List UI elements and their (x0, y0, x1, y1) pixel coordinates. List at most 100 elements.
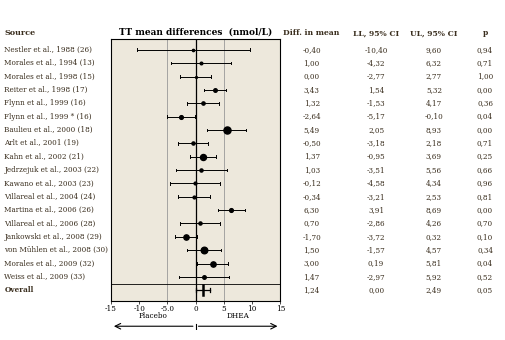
Text: 0,32: 0,32 (426, 233, 442, 241)
Text: 6,32: 6,32 (426, 59, 442, 67)
Text: Jankowski et al., 2008 (29): Jankowski et al., 2008 (29) (5, 233, 102, 241)
Text: 5,81: 5,81 (426, 259, 442, 268)
Text: 0,94: 0,94 (477, 46, 493, 54)
Text: -0,10: -0,10 (425, 113, 443, 121)
Text: 2,53: 2,53 (426, 193, 442, 201)
Text: Baulieu et al., 2000 (18): Baulieu et al., 2000 (18) (5, 126, 93, 134)
Text: 8,93: 8,93 (426, 126, 442, 134)
Text: -1,53: -1,53 (367, 99, 385, 107)
Text: Villareal et al., 2006 (28): Villareal et al., 2006 (28) (5, 219, 96, 227)
Text: UL, 95% CI: UL, 95% CI (410, 29, 458, 37)
Text: Martina et al., 2006 (26): Martina et al., 2006 (26) (5, 206, 94, 214)
Text: 1,54: 1,54 (368, 86, 384, 94)
Text: 3,43: 3,43 (304, 86, 320, 94)
Text: -5,17: -5,17 (367, 113, 385, 121)
Text: -4,58: -4,58 (367, 180, 385, 187)
Text: Villareal et al., 2004 (24): Villareal et al., 2004 (24) (5, 193, 96, 201)
Text: 5,32: 5,32 (426, 86, 442, 94)
Text: Nestler et al., 1988 (26): Nestler et al., 1988 (26) (5, 46, 92, 54)
Text: 6,30: 6,30 (304, 206, 320, 214)
Text: 8,69: 8,69 (426, 206, 442, 214)
Text: -0,50: -0,50 (302, 139, 321, 147)
Text: Source: Source (5, 29, 35, 37)
Text: -1,70: -1,70 (302, 233, 321, 241)
Text: -3,51: -3,51 (367, 166, 385, 174)
Text: LL, 95% CI: LL, 95% CI (353, 29, 399, 37)
Text: 4,26: 4,26 (426, 219, 442, 227)
Text: -2,97: -2,97 (367, 273, 385, 281)
Text: 0,05: 0,05 (477, 286, 493, 294)
Text: p: p (482, 29, 488, 37)
Text: von Mühlen et al., 2008 (30): von Mühlen et al., 2008 (30) (5, 246, 109, 254)
Text: 0,00: 0,00 (477, 86, 493, 94)
Text: -0,12: -0,12 (302, 180, 321, 187)
Text: -1,57: -1,57 (367, 246, 385, 254)
Text: -0,95: -0,95 (367, 153, 385, 160)
Text: Morales et al., 1994 (13): Morales et al., 1994 (13) (5, 59, 95, 67)
Text: 1,32: 1,32 (304, 99, 320, 107)
Text: 3,91: 3,91 (368, 206, 384, 214)
Text: 2,77: 2,77 (426, 72, 442, 81)
Text: Placebo: Placebo (139, 312, 168, 320)
Text: Diff. in mean: Diff. in mean (283, 29, 340, 37)
Text: Morales et al., 2009 (32): Morales et al., 2009 (32) (5, 259, 95, 268)
Text: 1,24: 1,24 (304, 286, 320, 294)
Text: 0,19: 0,19 (368, 259, 384, 268)
Text: 0,66: 0,66 (477, 166, 493, 174)
Text: 5,92: 5,92 (426, 273, 442, 281)
Text: Jedrzejuk et al., 2003 (22): Jedrzejuk et al., 2003 (22) (5, 166, 99, 174)
Text: Reiter et al., 1998 (17): Reiter et al., 1998 (17) (5, 86, 88, 94)
Text: 1,00: 1,00 (304, 59, 320, 67)
Text: 2,18: 2,18 (426, 139, 442, 147)
Text: 3,69: 3,69 (426, 153, 442, 160)
Text: 0,36: 0,36 (477, 99, 493, 107)
Text: 0,52: 0,52 (477, 273, 493, 281)
Text: 5,56: 5,56 (426, 166, 442, 174)
Text: 1,03: 1,03 (304, 166, 320, 174)
Text: 1,47: 1,47 (304, 273, 320, 281)
Text: DHEA: DHEA (227, 312, 249, 320)
Text: 0,04: 0,04 (477, 113, 493, 121)
Text: 1,50: 1,50 (304, 246, 320, 254)
Text: -3,72: -3,72 (367, 233, 385, 241)
Text: 0,70: 0,70 (477, 219, 493, 227)
Text: -0,34: -0,34 (302, 193, 321, 201)
Text: 0,10: 0,10 (477, 233, 493, 241)
Text: 5,49: 5,49 (304, 126, 320, 134)
Text: 0,00: 0,00 (477, 206, 493, 214)
Text: -10,40: -10,40 (365, 46, 388, 54)
Text: 0,71: 0,71 (477, 59, 493, 67)
Text: Kahn et al., 2002 (21): Kahn et al., 2002 (21) (5, 153, 84, 160)
Text: 2,05: 2,05 (368, 126, 384, 134)
Text: 4,57: 4,57 (426, 246, 442, 254)
Text: -2,77: -2,77 (367, 72, 385, 81)
Text: -2,86: -2,86 (367, 219, 385, 227)
Text: Kawano et al., 2003 (23): Kawano et al., 2003 (23) (5, 180, 94, 187)
Text: -0,40: -0,40 (302, 46, 321, 54)
Text: 0,04: 0,04 (477, 259, 493, 268)
Text: Arlt et al., 2001 (19): Arlt et al., 2001 (19) (5, 139, 79, 147)
Text: Overall: Overall (5, 286, 34, 294)
Text: Morales et al., 1998 (15): Morales et al., 1998 (15) (5, 72, 95, 81)
Text: 4,34: 4,34 (426, 180, 442, 187)
Text: -3,21: -3,21 (367, 193, 385, 201)
Title: TT mean differences  (nmol/L): TT mean differences (nmol/L) (119, 28, 272, 37)
Text: Weiss et al., 2009 (33): Weiss et al., 2009 (33) (5, 273, 85, 281)
Text: 0,00: 0,00 (304, 72, 320, 81)
Text: 1,00: 1,00 (477, 72, 493, 81)
Text: 0,00: 0,00 (477, 126, 493, 134)
Text: -4,32: -4,32 (367, 59, 385, 67)
Text: Flynn et al., 1999 * (16): Flynn et al., 1999 * (16) (5, 113, 92, 121)
Text: 9,60: 9,60 (426, 46, 442, 54)
Text: 1,37: 1,37 (304, 153, 320, 160)
Text: 0,70: 0,70 (304, 219, 320, 227)
Text: 0,71: 0,71 (477, 139, 493, 147)
Text: 4,17: 4,17 (426, 99, 442, 107)
Text: 0,25: 0,25 (477, 153, 493, 160)
Text: 2,49: 2,49 (426, 286, 442, 294)
Text: 0,96: 0,96 (477, 180, 493, 187)
Text: -2,64: -2,64 (302, 113, 321, 121)
Text: -3,18: -3,18 (367, 139, 385, 147)
Text: 3,00: 3,00 (304, 259, 320, 268)
Text: 0,34: 0,34 (477, 246, 493, 254)
